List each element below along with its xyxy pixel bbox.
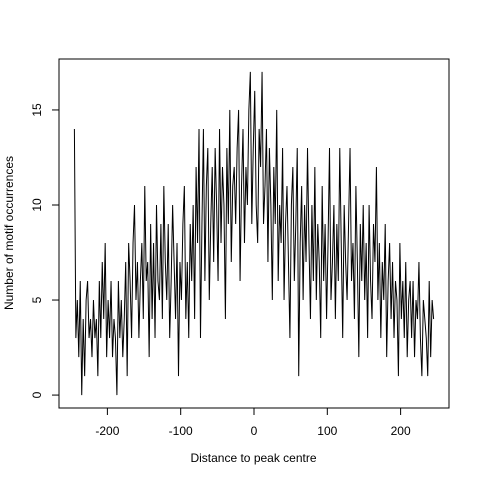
x-tick-label: -100 [169,424,193,438]
x-tick-label: -200 [95,424,119,438]
data-line [73,71,435,396]
y-axis-label: Number of motif occurrences [2,156,16,310]
x-tick-label: 200 [391,424,411,438]
x-axis-label: Distance to peak centre [190,451,316,465]
y-tick-label: 15 [30,103,44,117]
y-tick-label: 10 [30,198,44,212]
x-tick-label: 100 [317,424,337,438]
x-tick-label: 0 [251,424,258,438]
y-tick-label: 5 [30,296,44,303]
y-tick-label: 0 [30,391,44,398]
